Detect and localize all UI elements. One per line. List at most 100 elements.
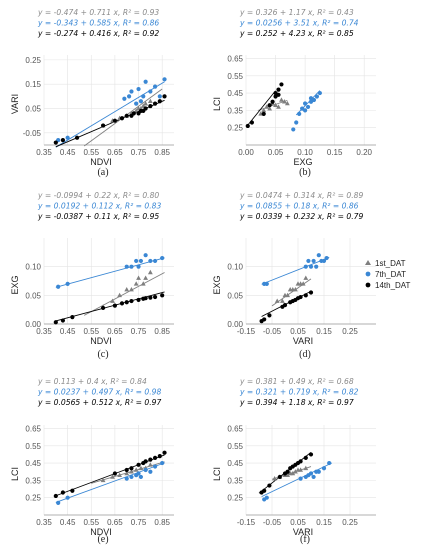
data-point <box>308 471 314 476</box>
fit-line <box>55 257 165 288</box>
data-point <box>126 94 132 99</box>
data-point <box>148 469 153 474</box>
y-tick-label: 0.65 <box>227 54 243 63</box>
y-tick-label: 0.35 <box>227 476 243 485</box>
x-tick-label: 0.25 <box>342 518 358 527</box>
data-point <box>303 465 309 471</box>
y-tick-label: 0.25 <box>227 124 243 133</box>
data-point <box>261 107 267 113</box>
regression-equation: y = -0.474 + 0.711 x, R² = 0.93 <box>37 8 159 17</box>
data-point <box>143 467 148 473</box>
y-tick-label: 0.65 <box>25 424 41 433</box>
data-point <box>160 255 165 261</box>
x-axis-label: VARI <box>293 527 313 537</box>
fit-line <box>55 81 165 148</box>
x-tick-label: -0.15 <box>237 327 256 336</box>
data-point <box>262 488 267 493</box>
data-point <box>148 295 153 300</box>
y-tick-label: 0.55 <box>227 72 243 81</box>
data-point <box>148 103 153 109</box>
x-tick-label: 0.35 <box>36 327 52 336</box>
x-tick-label: 0.15 <box>327 148 343 157</box>
y-axis-label: VARI <box>10 94 20 114</box>
regression-equation: y = 0.381 + 0.49 x, R² = 0.68 <box>239 377 354 386</box>
data-point <box>56 284 61 289</box>
data-point <box>277 474 282 480</box>
data-point <box>324 255 329 261</box>
x-tick-label: 0.65 <box>107 327 123 336</box>
fit-line <box>247 90 276 126</box>
data-point <box>291 127 296 132</box>
x-tick-label: 0.75 <box>131 518 147 527</box>
data-point <box>152 84 158 89</box>
data-point <box>70 488 75 493</box>
chart-panel-b: 0.00 0.05 0.10 0.15 0.20 0.25 0.35 0.45 0.55 0.65… <box>212 8 376 178</box>
data-point <box>112 118 118 123</box>
data-point <box>138 258 144 264</box>
data-point <box>303 275 309 280</box>
data-point <box>143 275 149 280</box>
regression-equation: y = 0.394 + 1.18 x, R² = 0.97 <box>239 398 354 407</box>
regression-equation: y = 0.0237 + 0.497 x, R² = 0.98 <box>37 388 162 397</box>
x-tick-label: 0.00 <box>238 148 254 157</box>
y-axis-label: LCI <box>212 97 222 111</box>
chart-panel-d: -0.15 -0.05 0.05 0.15 0.25 0.00 0.05 0.10 VARI EX… <box>212 191 376 360</box>
data-point <box>282 99 287 104</box>
data-point <box>267 103 272 108</box>
data-point <box>162 450 167 455</box>
data-point <box>264 104 270 109</box>
data-point <box>316 253 321 258</box>
data-point <box>119 116 125 121</box>
data-point <box>267 106 273 111</box>
data-point <box>110 474 115 479</box>
x-tick-label: 0.55 <box>83 148 99 157</box>
data-point <box>298 476 303 481</box>
x-tick-label: 0.75 <box>131 148 147 157</box>
data-point <box>285 469 290 474</box>
data-point <box>294 120 299 125</box>
legend: 1st_DAT 7th_DAT 14th_DAT <box>365 259 411 290</box>
regression-equation: y = -0.0994 + 0.22 x, R² = 0.80 <box>37 191 159 200</box>
x-tick-label: 0.15 <box>316 327 332 336</box>
data-point <box>140 281 146 286</box>
chart-panel-e: 0.35 0.45 0.55 0.65 0.75 0.85 0.25 0.35 0.45 0.55… <box>10 377 174 545</box>
data-point <box>65 135 70 140</box>
regression-equation: y = -0.274 + 0.416 x, R² = 0.92 <box>37 29 159 38</box>
data-point <box>143 253 148 258</box>
data-point <box>129 287 134 292</box>
legend-label: 1st_DAT <box>375 259 406 268</box>
data-point <box>279 97 284 102</box>
data-point <box>276 87 281 92</box>
data-point <box>152 101 158 106</box>
data-point <box>133 281 139 286</box>
x-tick-label: 0.45 <box>60 518 76 527</box>
data-point <box>138 474 144 480</box>
data-point <box>143 459 148 464</box>
data-point <box>308 264 314 269</box>
regression-equation: y = 0.321 + 0.719 x, R² = 0.82 <box>239 388 359 397</box>
data-point <box>124 300 129 305</box>
data-point <box>112 471 118 476</box>
x-tick-label: 0.85 <box>154 327 170 336</box>
data-point <box>302 101 308 106</box>
data-point <box>143 101 149 106</box>
data-point <box>290 470 296 476</box>
data-point <box>131 111 136 116</box>
data-point <box>141 94 146 99</box>
data-point <box>305 104 311 110</box>
data-point <box>311 97 317 103</box>
data-point <box>298 467 303 472</box>
data-point <box>317 90 322 96</box>
data-point <box>157 94 162 99</box>
panel-caption: (b) <box>299 167 311 178</box>
y-axis-label: LCI <box>212 467 222 481</box>
y-tick-label: 0.55 <box>25 442 41 451</box>
data-point <box>143 79 148 84</box>
y-axis-label: EXG <box>212 275 222 294</box>
data-point <box>321 258 327 264</box>
x-tick-label: 0.05 <box>268 148 284 157</box>
data-point <box>284 100 290 106</box>
data-point <box>152 464 158 469</box>
panel-caption: (e) <box>97 534 108 545</box>
